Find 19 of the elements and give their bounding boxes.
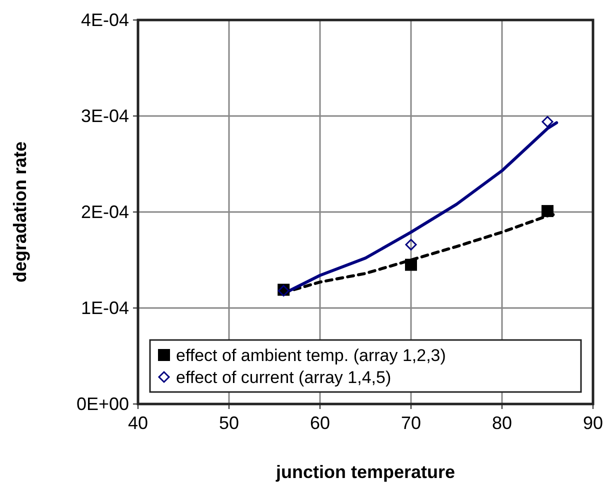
- point: [542, 116, 554, 128]
- legend-label: effect of current (array 1,4,5): [176, 368, 392, 387]
- point: [542, 205, 554, 218]
- y-axis-title: degradation rate: [10, 141, 30, 283]
- y-tick-label: 2E-04: [80, 202, 129, 222]
- point: [405, 238, 417, 250]
- x-tick-label: 80: [492, 413, 512, 433]
- y-tick-label: 4E-04: [80, 10, 129, 30]
- y-tick-label: 3E-04: [80, 106, 129, 126]
- x-tick-label: 60: [310, 413, 330, 433]
- point: [405, 258, 417, 271]
- x-tick-label: 70: [400, 413, 422, 433]
- x-tick-label: 50: [218, 413, 240, 433]
- y-tick-label: 1E-04: [80, 298, 129, 318]
- x-tick-label: 90: [582, 413, 604, 433]
- x-axis-title: junction temperature: [274, 462, 456, 482]
- y-tick-label: 0E+00: [76, 394, 129, 414]
- legend-label: effect of ambient temp. (array 1,2,3): [176, 346, 446, 365]
- x-tick-label: 40: [128, 413, 148, 433]
